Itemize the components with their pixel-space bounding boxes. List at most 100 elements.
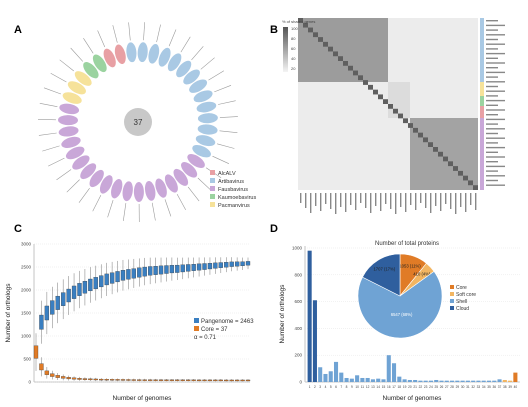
- c-box: [245, 379, 251, 382]
- legend-swatch: [210, 202, 215, 207]
- leaf-label-mark: [151, 202, 156, 221]
- heat-row-label: [486, 71, 505, 74]
- heat-row-label: [486, 123, 498, 125]
- d-bar: [455, 380, 460, 382]
- pie-title: Number of total proteins: [375, 241, 439, 247]
- c-box: [164, 265, 169, 274]
- pie-slice: [357, 271, 443, 339]
- scale-tick-label: 80: [291, 36, 296, 41]
- heat-column-label: [370, 193, 372, 213]
- pie-legend-label: Cloud: [456, 306, 469, 312]
- c-box: [131, 268, 136, 279]
- c-box: [196, 379, 202, 382]
- d-x-tick-label: 28: [450, 385, 454, 389]
- c-box: [218, 262, 223, 268]
- leaf-label-mark: [168, 29, 177, 47]
- c-box: [61, 292, 66, 306]
- leaf-label-mark: [38, 132, 57, 136]
- d-x-tick-label: 30: [461, 385, 465, 389]
- heat-row-label: [486, 99, 505, 102]
- c-box: [109, 379, 115, 381]
- c-box: [88, 378, 93, 381]
- d-bar: [492, 380, 497, 382]
- leaf-label-mark: [70, 47, 84, 62]
- panel-b-letter: B: [270, 24, 278, 36]
- ring-petal: [137, 42, 148, 63]
- heatmap-side-annotation: [480, 18, 484, 190]
- d-bar: [370, 379, 375, 382]
- leaf-label-mark: [176, 193, 186, 211]
- d-x-tick-label: 34: [482, 385, 486, 389]
- c-box: [180, 379, 185, 381]
- ring-petal: [58, 115, 78, 126]
- leaf-label-mark: [37, 119, 57, 121]
- c-box: [196, 263, 202, 271]
- heat-column-label: [460, 193, 462, 207]
- c-box: [142, 379, 147, 381]
- d-bar: [486, 380, 492, 382]
- ring-petal: [167, 53, 182, 72]
- pie-slice-label: 6547 (68%): [391, 312, 413, 317]
- leaf-label-mark: [78, 188, 90, 203]
- heat-column-label: [325, 193, 327, 204]
- core-count-value: 37: [134, 118, 143, 127]
- leaf-label-lines: [37, 22, 238, 223]
- heat-diagonal-cell: [403, 118, 408, 124]
- d-x-tick-label: 13: [371, 385, 375, 389]
- scale-tick-label: 100: [291, 26, 298, 31]
- heat-column-label: [320, 193, 322, 211]
- legend-label: Fausbavirus: [218, 187, 248, 193]
- heat-row-label: [486, 52, 505, 55]
- c-box: [39, 363, 44, 371]
- heat-column-label: [445, 193, 447, 204]
- c-box: [93, 277, 98, 290]
- heat-column-label: [470, 193, 472, 205]
- heat-row-label: [486, 81, 505, 83]
- heat-diagonal-cell: [468, 180, 473, 186]
- ring-petal: [74, 71, 92, 86]
- pie-legend-swatch: [450, 292, 454, 296]
- heatmap-diagonal: [298, 18, 478, 190]
- pie-legend-label: Shell: [456, 299, 467, 305]
- leaf-label-mark: [156, 24, 161, 43]
- c-box: [153, 266, 158, 275]
- heat-column-label: [455, 193, 457, 214]
- scale-tick-label: 60: [291, 46, 296, 51]
- heat-column-label: [435, 193, 437, 206]
- heat-diagonal-cell: [298, 18, 303, 23]
- legend-swatch: [210, 194, 215, 199]
- heat-row-label: [486, 114, 498, 116]
- leaf-label-mark: [217, 143, 235, 149]
- heat-diagonal-cell: [373, 89, 378, 95]
- c-box: [169, 265, 175, 274]
- heat-column-label: [395, 193, 397, 214]
- leaf-label-mark: [214, 85, 232, 93]
- heat-column-label: [415, 193, 417, 210]
- ring-petal: [183, 69, 200, 85]
- d-x-tick-label: 29: [456, 385, 460, 389]
- c-legend-pangenome: Pangenome = 2463: [201, 319, 254, 325]
- legend-label: Kaumoebavirus: [218, 195, 256, 201]
- d-x-tick-label: 21: [413, 385, 417, 389]
- d-bars: [307, 250, 518, 382]
- heat-row-label: [486, 24, 505, 27]
- heat-cluster-middle: [388, 82, 410, 118]
- c-y-tick-label: 2500: [21, 265, 32, 270]
- heat-diagonal-cell: [463, 175, 468, 181]
- d-x-tick-label: 35: [487, 385, 491, 389]
- heat-diagonal-cell: [333, 51, 338, 57]
- c-box: [175, 264, 180, 273]
- d-bar: [318, 367, 323, 382]
- ring-petal: [62, 92, 82, 104]
- heatmap-row-labels: [486, 20, 505, 186]
- ring-petals: [58, 42, 218, 202]
- heat-row-label: [486, 20, 498, 22]
- ring-petal: [72, 155, 90, 170]
- c-box: [55, 375, 60, 378]
- heat-diagonal-cell: [363, 80, 368, 85]
- heat-row-label: [486, 90, 505, 92]
- heat-column-label: [365, 193, 367, 208]
- d-bar: [471, 380, 476, 382]
- c-box: [88, 278, 93, 292]
